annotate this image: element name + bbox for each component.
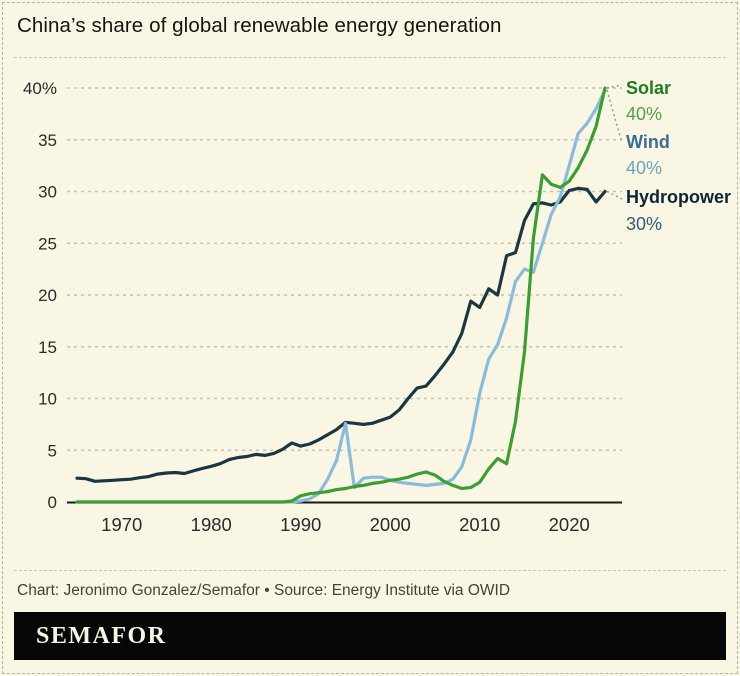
wind-connector xyxy=(606,89,623,144)
y-tick-label-10: 10 xyxy=(38,390,57,409)
y-tick-label-25: 25 xyxy=(38,234,57,253)
x-tick-label-2000: 2000 xyxy=(370,514,411,535)
legend-label-hydropower: Hydropower xyxy=(626,187,732,207)
y-tick-label-30: 30 xyxy=(38,183,57,202)
y-tick-label-15: 15 xyxy=(38,338,57,357)
hydropower-connector xyxy=(606,190,623,200)
chart-canvas: 0 5 10 15 20 25 30 35 40% 1970 1980 1990 2000 2010 202… xyxy=(23,79,623,535)
footer-separator xyxy=(14,570,726,571)
title-separator xyxy=(14,57,726,58)
solar-line xyxy=(75,86,607,504)
semafor-wordmark: SEMAFOR xyxy=(36,622,167,649)
hydropower-line xyxy=(75,186,607,483)
chart-title: China’s share of global renewable energy… xyxy=(17,14,502,37)
legend-label-solar: Solar xyxy=(626,78,672,98)
y-tick-label-35: 35 xyxy=(38,131,57,150)
x-tick-label-2020: 2020 xyxy=(549,514,590,535)
legend-value-wind: 40% xyxy=(626,158,663,178)
legend-label-wind: Wind xyxy=(626,132,670,152)
legend-value-solar: 40% xyxy=(626,104,663,124)
y-tick-label-5: 5 xyxy=(48,441,57,460)
y-tick-label-20: 20 xyxy=(38,286,57,305)
x-tick-label-1980: 1980 xyxy=(191,514,232,535)
credit-line: Chart: Jeronimo Gonzalez/Semafor • Sourc… xyxy=(17,582,511,599)
wind-line xyxy=(75,88,607,504)
y-tick-label-0: 0 xyxy=(48,493,57,512)
x-tick-label-2010: 2010 xyxy=(459,514,500,535)
x-tick-label-1990: 1990 xyxy=(280,514,321,535)
y-tick-label-40: 40% xyxy=(23,79,57,98)
legend-value-hydropower: 30% xyxy=(626,214,663,234)
semafor-brand-bar: SEMAFOR xyxy=(14,612,726,660)
x-tick-label-1970: 1970 xyxy=(101,514,142,535)
